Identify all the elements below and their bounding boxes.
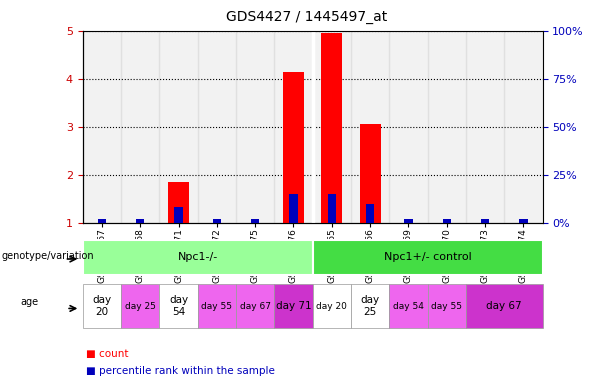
- Text: day
20: day 20: [93, 295, 112, 317]
- Text: day 55: day 55: [201, 302, 232, 311]
- Text: day 55: day 55: [431, 302, 462, 311]
- Text: day 67: day 67: [486, 301, 522, 311]
- Bar: [83, 31, 121, 223]
- Bar: [404, 219, 413, 223]
- Text: day 25: day 25: [125, 302, 156, 311]
- Bar: [236, 31, 275, 223]
- Bar: [283, 71, 304, 223]
- Bar: [136, 219, 145, 223]
- Bar: [389, 31, 428, 223]
- Text: day 71: day 71: [276, 301, 311, 311]
- Bar: [428, 31, 466, 223]
- Bar: [351, 284, 389, 328]
- Bar: [313, 284, 351, 328]
- Text: day 67: day 67: [240, 302, 271, 311]
- Bar: [389, 284, 428, 328]
- Bar: [159, 284, 197, 328]
- Text: age: age: [20, 297, 38, 307]
- Bar: [83, 240, 313, 275]
- Bar: [251, 219, 259, 223]
- Bar: [121, 31, 159, 223]
- Text: day 54: day 54: [393, 302, 424, 311]
- Bar: [236, 284, 275, 328]
- Text: day
54: day 54: [169, 295, 188, 317]
- Bar: [275, 31, 313, 223]
- Text: GDS4427 / 1445497_at: GDS4427 / 1445497_at: [226, 10, 387, 23]
- Bar: [366, 204, 375, 223]
- Text: ■ percentile rank within the sample: ■ percentile rank within the sample: [86, 366, 275, 376]
- Bar: [313, 240, 543, 275]
- Bar: [481, 219, 489, 223]
- Bar: [168, 182, 189, 223]
- Text: Npc1+/- control: Npc1+/- control: [384, 252, 471, 262]
- Bar: [213, 219, 221, 223]
- Bar: [83, 284, 121, 328]
- Bar: [466, 284, 543, 328]
- Bar: [275, 284, 313, 328]
- Bar: [313, 31, 351, 223]
- Text: genotype/variation: genotype/variation: [2, 250, 94, 261]
- Bar: [121, 284, 159, 328]
- Bar: [197, 284, 236, 328]
- Bar: [443, 219, 451, 223]
- Bar: [466, 31, 504, 223]
- Bar: [159, 31, 197, 223]
- Bar: [321, 33, 342, 223]
- Bar: [519, 219, 528, 223]
- Bar: [97, 219, 106, 223]
- Text: day
25: day 25: [360, 295, 379, 317]
- Bar: [174, 207, 183, 223]
- Bar: [428, 284, 466, 328]
- Bar: [351, 31, 389, 223]
- Bar: [327, 194, 336, 223]
- Text: Npc1-/-: Npc1-/-: [178, 252, 218, 262]
- Bar: [289, 194, 298, 223]
- Text: day 20: day 20: [316, 302, 347, 311]
- Bar: [504, 31, 543, 223]
- Text: ■ count: ■ count: [86, 349, 128, 359]
- Bar: [360, 124, 381, 223]
- Bar: [197, 31, 236, 223]
